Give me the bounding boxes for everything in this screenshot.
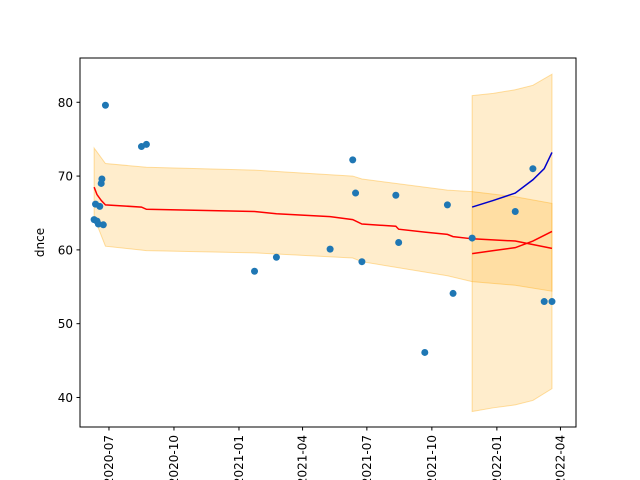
x-tick-label: 2021-07 bbox=[360, 435, 374, 480]
data-point bbox=[449, 289, 457, 297]
data-point bbox=[98, 175, 106, 183]
data-point bbox=[443, 201, 451, 209]
confidence-band-1 bbox=[93, 146, 553, 292]
data-point bbox=[395, 239, 403, 246]
x-tick-label: 2022-01 bbox=[490, 435, 504, 480]
data-point bbox=[529, 165, 537, 173]
x-tick-label: 2020-07 bbox=[102, 435, 116, 480]
x-tick-label: 2021-04 bbox=[296, 435, 310, 480]
trend-line-2 bbox=[472, 230, 553, 255]
trend-lines bbox=[93, 152, 553, 255]
trend-line-1 bbox=[93, 186, 553, 250]
x-tick-label: 2021-01 bbox=[232, 435, 246, 480]
data-point bbox=[99, 221, 107, 229]
y-tick-label: 80 bbox=[58, 96, 73, 110]
data-point bbox=[251, 267, 259, 275]
data-point bbox=[540, 298, 548, 306]
y-axis-label: dnce bbox=[33, 228, 47, 257]
data-point bbox=[96, 202, 104, 210]
data-points bbox=[90, 101, 556, 356]
data-point bbox=[142, 140, 150, 148]
data-point bbox=[392, 191, 400, 199]
data-point bbox=[101, 101, 109, 109]
confidence-bands bbox=[93, 73, 553, 413]
y-tick-label: 50 bbox=[58, 317, 73, 331]
data-point bbox=[349, 156, 357, 164]
data-point bbox=[548, 298, 556, 306]
x-tick-label: 2020-10 bbox=[167, 435, 181, 480]
x-axis: 2020-07 2020-10 2021-01 2021-04 2021-07 2021-… bbox=[102, 427, 567, 480]
trend-line-3 bbox=[471, 152, 553, 208]
x-tick-label: 2022-04 bbox=[553, 435, 567, 480]
x-tick-label: 2021-10 bbox=[425, 435, 439, 480]
data-point bbox=[511, 208, 519, 215]
y-tick-label: 40 bbox=[58, 391, 73, 405]
data-point bbox=[272, 253, 280, 261]
data-point bbox=[468, 234, 476, 242]
plot-frame bbox=[79, 57, 577, 428]
y-tick-label: 70 bbox=[58, 170, 73, 184]
y-axis: 40 50 60 70 80 bbox=[58, 96, 80, 405]
data-point bbox=[421, 348, 429, 356]
confidence-band-2 bbox=[471, 73, 553, 413]
data-point bbox=[358, 258, 366, 266]
data-point bbox=[326, 245, 334, 253]
data-point bbox=[352, 189, 360, 197]
y-tick-label: 60 bbox=[58, 243, 73, 257]
